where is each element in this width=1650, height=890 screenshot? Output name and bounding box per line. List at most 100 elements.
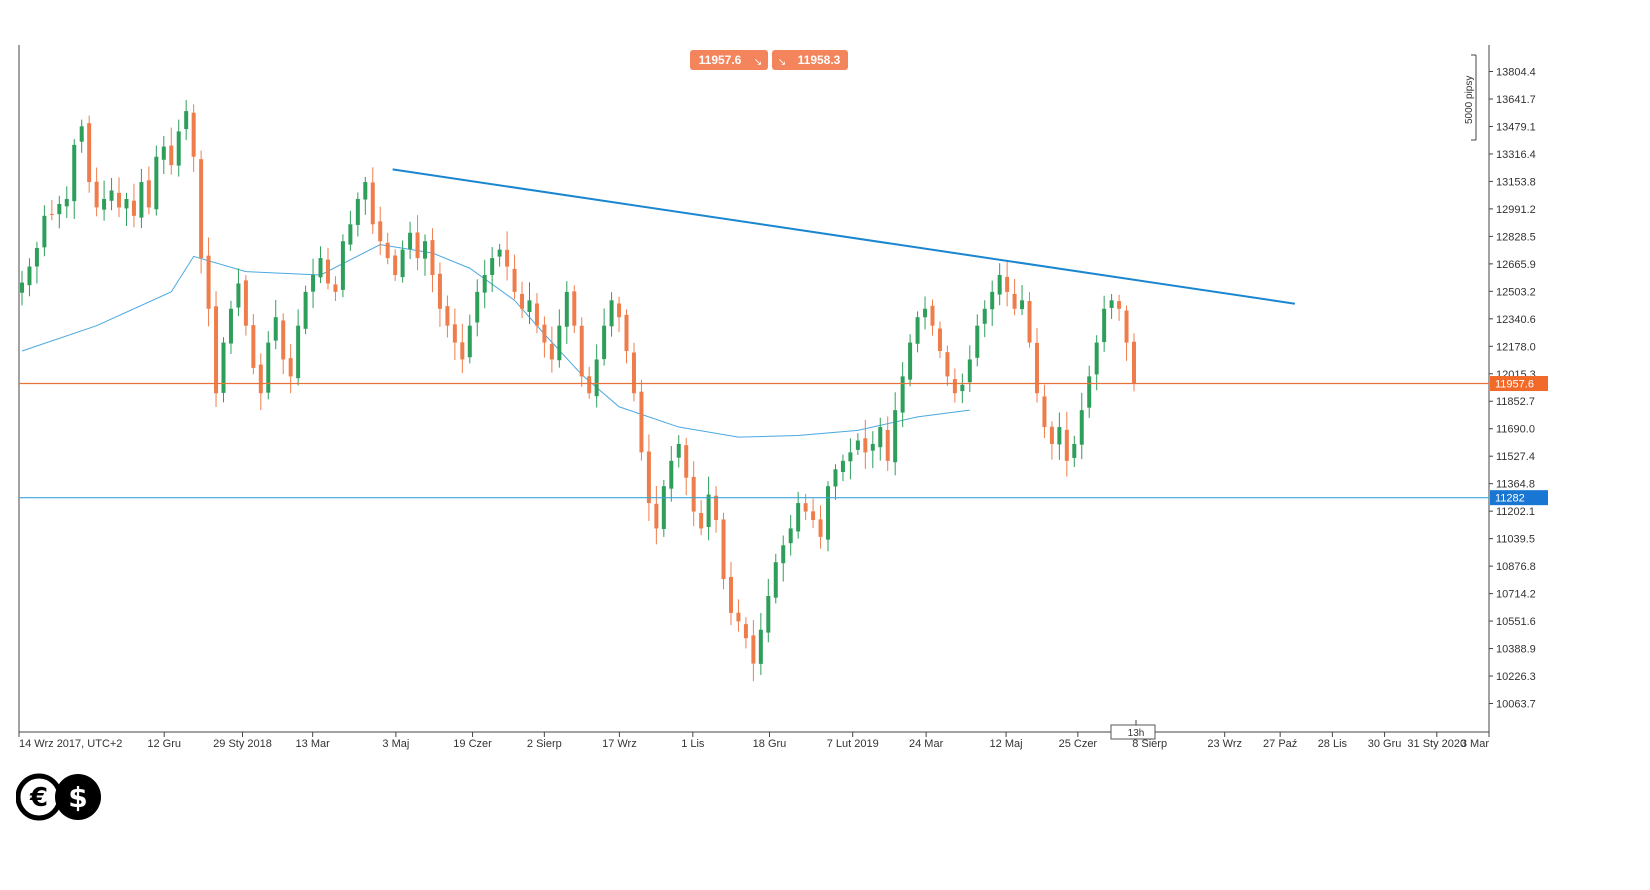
candle-body [952,379,957,394]
candle-body [117,192,122,208]
candle-body [340,241,345,290]
price-tick-label: 10551.6 [1496,616,1536,628]
svg-text:€: € [29,783,48,813]
candle-body [512,268,517,292]
candle-body [542,324,547,343]
candle-body [199,159,204,259]
support-price-marker: 11282 [1490,490,1548,506]
candle-body [624,314,629,352]
candle-body [840,460,845,472]
candle-body [930,305,935,326]
time-tick-label: 19 Czer [453,738,492,750]
timeframe-label: 13h [1128,728,1145,739]
candle-body [445,306,450,326]
candle-body [706,494,711,528]
candle-body [781,545,786,564]
candle-body [669,460,674,489]
candle-body [154,156,159,210]
brand-logo: € $ [16,773,101,821]
candle-body [870,443,875,451]
candle-body [400,249,405,278]
price-tick-label: 11852.7 [1496,396,1535,408]
candle-body [1132,341,1136,384]
candle-body [1117,301,1122,309]
buy-arrow-icon: ↘ [778,57,786,68]
candle-body [788,528,793,544]
time-ticks: 14 Wrz 2017, UTC+2 12 Gru 29 Sty 2018 13 Ma… [18,732,1490,750]
time-tick-label: 18 Gru [753,738,787,750]
candle-body [594,359,599,397]
candle-body [79,126,84,142]
candle-body [42,215,47,248]
price-tick-label: 12178.0 [1496,341,1536,353]
candle-body [1027,301,1032,343]
time-tick-label: 3 Maj [382,738,409,750]
candle-body [460,342,465,360]
candle-body [146,180,151,208]
price-tick-label: 10388.9 [1496,644,1536,656]
candle-body [378,221,383,242]
time-tick-label: 7 Lut 2019 [827,738,879,750]
candle-body [549,343,554,360]
candle-body [900,376,905,413]
candle-body [520,293,525,309]
candle-body [803,503,808,512]
ask-badge[interactable]: ↘ 11958.3 [772,50,848,70]
price-tick-label: 10226.3 [1496,671,1536,683]
price-tick-label: 12991.2 [1496,204,1536,216]
candle-body [57,204,62,215]
candle-body [1020,300,1025,310]
candle-body [281,320,286,360]
candle-body [505,249,510,267]
timeframe-marker[interactable]: 13h [1110,720,1156,740]
time-tick-label: 3 Mar [1461,738,1489,750]
current-price-marker: 11957.6 [1490,376,1548,392]
candle-body [639,391,644,453]
candle-body [766,595,771,633]
candle-body [885,429,890,461]
candle-body [348,224,353,245]
candle-body [908,342,913,380]
price-tick-label: 13153.8 [1496,176,1536,188]
candle-body [975,325,980,358]
candle-body [139,182,144,218]
candle-body [303,291,308,329]
candle-body [109,190,114,201]
candle-body [758,629,763,664]
candle-body [602,325,607,360]
candle-body [1034,342,1039,394]
price-tick-label: 10063.7 [1496,699,1536,711]
candle-body [534,303,539,326]
scale-indicator: 5000 pipsy [1464,54,1477,141]
candle-body [296,325,301,379]
candle-body [124,198,129,209]
time-tick-label: 27 Paź [1263,738,1297,750]
candle-body [1042,396,1047,428]
candle-body [937,328,942,352]
candle-body [49,213,54,215]
candle-body [811,511,816,520]
candle-body [415,232,420,259]
bid-badge[interactable]: 11957.6 ↘ [690,50,768,70]
candle-body [318,258,323,278]
candle-body [370,182,375,225]
candle-body [20,282,24,293]
price-tick-label: 12340.6 [1496,314,1536,326]
candle-body [273,317,278,341]
candle-body [430,240,435,275]
price-tick-label: 13641.7 [1496,94,1536,106]
candle-body [721,519,726,580]
candle-body [893,410,898,463]
candles [20,99,1136,682]
resistance-trendline[interactable] [392,168,1295,305]
candle-body [826,486,831,540]
time-tick-label: 14 Wrz 2017, UTC+2 [19,738,122,750]
candle-body [423,241,428,259]
time-tick-label: 28 Lis [1318,738,1348,750]
candle-body [617,303,622,318]
candle-body [467,325,472,358]
time-tick-label: 13 Mar [296,738,331,750]
time-tick-label: 8 Sierp [1132,738,1167,750]
candle-body [363,182,368,200]
